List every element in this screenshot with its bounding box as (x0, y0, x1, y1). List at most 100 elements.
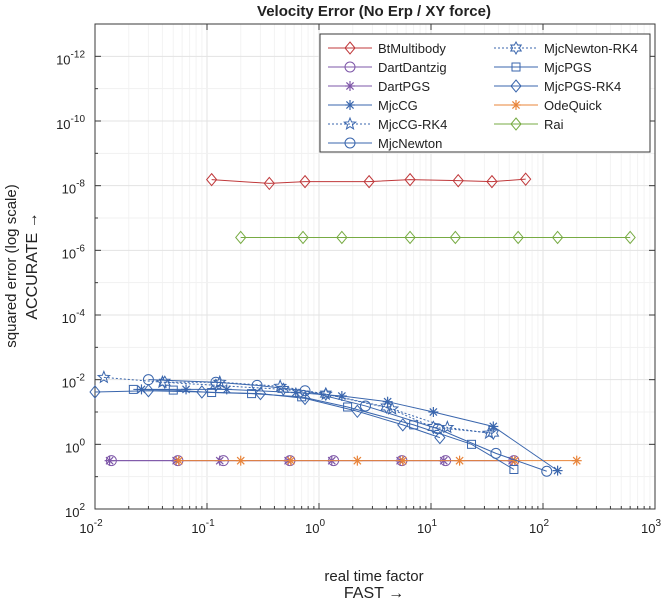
data-point-rai (449, 230, 462, 245)
data-point-mjcnewton (541, 465, 553, 477)
data-point-mjcpgs-rk4 (434, 430, 446, 445)
data-point-mjcpgs-rk4 (299, 391, 311, 406)
legend-marker-odequick (511, 100, 521, 110)
legend-label-btmultibody: BtMultibody (378, 41, 446, 56)
series-mjcnewton (142, 374, 553, 477)
data-point-mjccg-stroke (337, 391, 346, 401)
y-tick-label: 100 (65, 437, 85, 455)
data-point-odequick (173, 455, 184, 466)
data-point-odequick (454, 455, 465, 466)
data-point-mjcpgs-rk4 (397, 418, 409, 432)
data-point-dartpgs (104, 455, 115, 466)
x-tick-label: 102 (529, 518, 549, 536)
data-point-btmultibody (486, 174, 498, 189)
data-point-mjcpgs-rk4 (196, 385, 208, 399)
legend-label-odequick: OdeQuick (544, 98, 602, 113)
data-point-odequick-stroke (286, 456, 295, 465)
data-point-mjcnewton (359, 400, 371, 412)
legend-label-mjccg-rk4: MjcCG-RK4 (378, 117, 447, 132)
legend-marker-mjccg-rk4 (342, 116, 358, 130)
data-point-mjcnewton-rk4 (487, 426, 500, 441)
data-point-mjcnewton-rk4 (319, 387, 332, 402)
legend-marker-dartpgs (345, 81, 355, 91)
data-point-rai (624, 230, 636, 245)
x-tick-label: 10-1 (191, 518, 215, 536)
y-tick-label: 10-8 (62, 179, 86, 197)
legend-marker-mjcpgs (511, 62, 521, 72)
data-point-btmultibody (299, 174, 311, 189)
data-point-mjccg (181, 384, 192, 395)
series-odequick (173, 455, 582, 466)
data-point-mjcpgs (343, 402, 353, 412)
y-axis-sub-label: ACCURATE → (24, 212, 41, 319)
legend-label-rai: Rai (544, 117, 564, 132)
data-point-rai (235, 230, 247, 245)
x-tick-label: 100 (305, 518, 325, 536)
data-point-mjccg-rk4 (385, 401, 400, 415)
data-point-rai (404, 230, 416, 245)
legend-marker-mjcnewton (344, 137, 356, 149)
chart-title: Velocity Error (No Erp / XY force) (257, 3, 491, 20)
legend-entry-rai: Rai (494, 117, 564, 132)
legend-entry-mjcpgs: MjcPGS (494, 60, 592, 75)
data-point-odequick (397, 455, 408, 466)
data-point-odequick (571, 455, 582, 466)
data-point-btmultibody (452, 173, 464, 188)
y-tick-label: 10-10 (56, 114, 85, 132)
data-point-mjcpgs-rk4 (351, 404, 364, 419)
legend-label-mjcpgs: MjcPGS (544, 60, 592, 75)
legend-entry-mjcpgs-rk4: MjcPGS-RK4 (494, 79, 621, 94)
legend-label-dartpgs: DartPGS (378, 79, 430, 94)
x-axis-sub-label: FAST → (344, 585, 404, 600)
data-point-mjcpgs-rk4 (254, 386, 267, 401)
legend-marker-mjcpgs-rk4 (510, 79, 522, 93)
legend-box (319, 33, 651, 153)
data-point-odequick (235, 455, 246, 466)
data-point-rai (297, 230, 309, 245)
legend-entry-dartpgs: DartPGS (328, 79, 430, 94)
data-point-mjcpgs-rk4 (142, 383, 155, 398)
data-point-odequick-stroke (174, 456, 183, 465)
data-point-mjcnewton (299, 385, 311, 397)
legend-entry-mjcnewton: MjcNewton (328, 136, 442, 151)
legend-marker-dartdantzig (344, 61, 356, 73)
data-point-mjccg (336, 390, 347, 401)
data-point-mjccg-stroke (222, 385, 231, 394)
legend-entry-mjccg-rk4: MjcCG-RK4 (328, 116, 447, 132)
data-point-rai (336, 230, 348, 245)
legend-marker-dartpgs-stroke (345, 81, 355, 91)
x-tick-label: 103 (641, 518, 661, 536)
data-point-odequick (509, 455, 520, 466)
y-tick-label: 10-2 (62, 373, 86, 391)
y-tick-label: 102 (65, 502, 85, 520)
axis-ticks: 10-2 10-1 100 101 102 103 10-12 10-10 10-8 10-6 10… (56, 23, 661, 536)
y-tick-label: 10-12 (56, 49, 85, 67)
data-point-mjcnewton-rk4 (158, 375, 171, 390)
data-point-mjcnewton-rk4 (427, 420, 440, 435)
x-tick-label: 10-2 (79, 518, 103, 536)
y-axis-label: squared error (log scale) (3, 184, 20, 347)
data-point-mjccg-rk4 (440, 420, 455, 434)
series-line-mjccg-rk4 (103, 376, 490, 434)
data-point-mjccg-stroke (429, 407, 438, 417)
data-point-btmultibody (205, 172, 218, 187)
legend-label-mjccg: MjcCG (378, 98, 418, 113)
data-point-mjccg (428, 407, 439, 417)
data-point-mjcpgs (128, 384, 138, 394)
data-point-mjcnewton (251, 379, 263, 391)
data-point-btmultibody (520, 172, 532, 186)
legend-marker-odequick-stroke (511, 100, 521, 110)
data-point-mjccg-stroke (553, 466, 562, 475)
legend-marker-mjccg-stroke (345, 100, 355, 110)
legend-marker-mjccg (345, 100, 355, 110)
data-point-btmultibody (404, 172, 416, 187)
series-rai (235, 230, 636, 245)
plot-frame (94, 23, 656, 510)
data-point-mjcpgs-rk4 (89, 385, 101, 399)
data-point-mjcpgs (509, 464, 519, 474)
grid (94, 23, 656, 510)
data-point-odequick-stroke (510, 456, 519, 465)
legend: BtMultibody MjcNewton-RK4 DartDantzig MjcPG… (319, 33, 651, 153)
series-line-mjcpgs-rk4 (94, 390, 441, 439)
